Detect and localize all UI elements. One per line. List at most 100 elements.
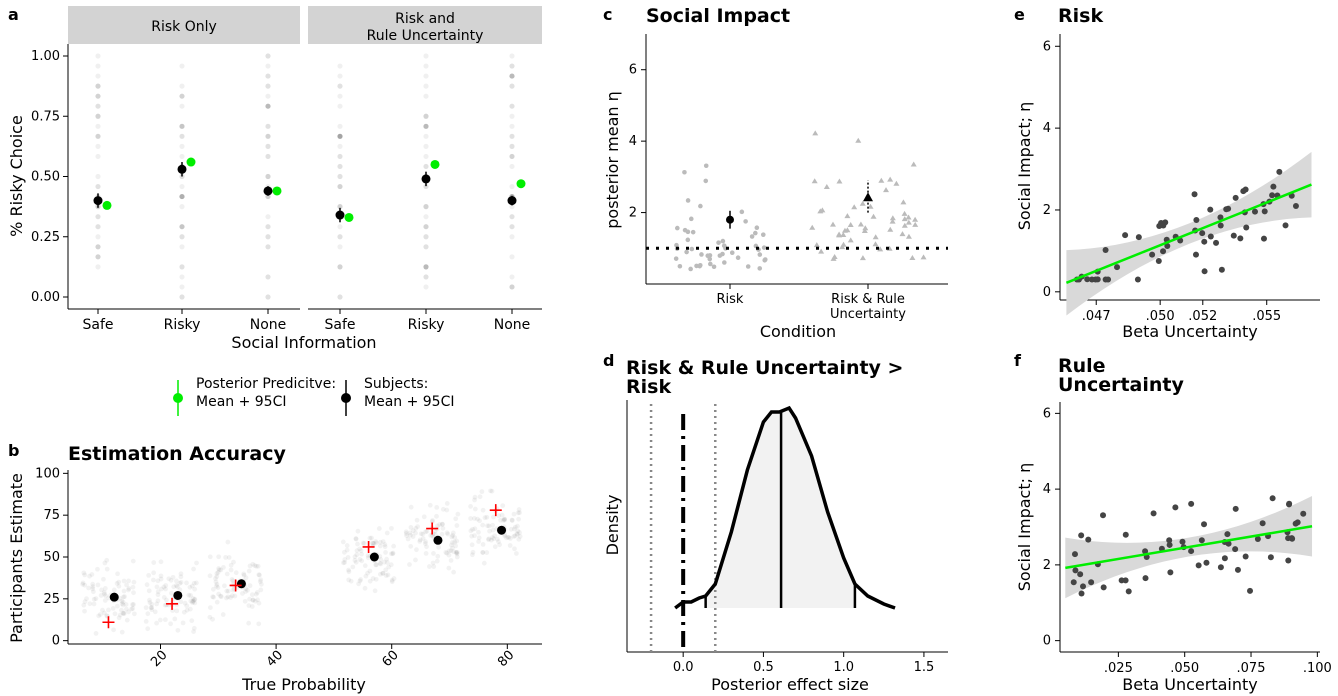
text-line: Risk & Rule [831, 292, 905, 307]
x-tick-label: Safe [324, 317, 355, 333]
y-tick-label: 50 [43, 550, 60, 565]
estimate-dot [369, 540, 375, 546]
marks-d [649, 404, 896, 652]
subject-dot [423, 264, 429, 270]
estimate-dot [121, 611, 127, 616]
estimate-dot [358, 548, 364, 554]
estimate-dot [491, 536, 497, 542]
estimate-dot [389, 525, 394, 531]
estimate-dot [182, 600, 188, 606]
subject-dot [1232, 546, 1239, 553]
estimate-dot [502, 517, 508, 523]
estimate-dot [378, 557, 384, 562]
estimate-dot [490, 527, 496, 533]
estimate-dot [516, 507, 522, 512]
subject-dot [337, 163, 343, 170]
subject-dot [265, 53, 271, 59]
estimate-dot [383, 573, 389, 578]
estimate-dot [353, 536, 359, 542]
estimate-dot [220, 612, 226, 617]
estimate-dot [515, 510, 521, 516]
eta-triangle-rule [872, 241, 879, 247]
estimate-dot [101, 610, 107, 616]
estimate-dot [147, 597, 152, 603]
subject-dot [265, 224, 271, 230]
estimate-dot [151, 560, 157, 565]
eta-dot-risk [673, 256, 679, 261]
estimate-dot [184, 580, 189, 586]
estimate-dot [175, 627, 181, 633]
estimate-dot [115, 571, 120, 577]
estimate-dot [511, 511, 517, 517]
subject-dot [1134, 276, 1141, 283]
estimate-dot [250, 597, 256, 603]
subject-dot [265, 133, 271, 139]
subject-dot [179, 284, 185, 290]
x-ticks-b: 20 40 60 80 [148, 644, 517, 670]
subject-dot [337, 234, 343, 240]
subject-dot [337, 264, 343, 270]
subject-dot [509, 123, 515, 129]
subject-dot [265, 173, 271, 180]
estimate-dot [341, 549, 347, 555]
subject-dot [179, 123, 185, 129]
estimate-dot [381, 559, 387, 565]
eta-dot-risk [705, 253, 711, 259]
estimate-dot [380, 539, 386, 545]
subject-dot [509, 284, 515, 290]
subject-dot [1094, 276, 1101, 283]
x-tick-label: None [250, 317, 287, 333]
subject-dot [509, 183, 515, 190]
estimate-dot [424, 544, 429, 550]
eta-dot-risk [762, 257, 768, 263]
estimate-dot [158, 576, 164, 582]
eta-triangle-rule [909, 254, 916, 260]
subject-dot [1149, 251, 1156, 258]
eta-triangle-rule [905, 214, 912, 220]
subject-dot [337, 204, 343, 210]
estimate-dot [119, 629, 125, 635]
estimate-dot [246, 603, 252, 609]
subject-dot [179, 224, 185, 230]
estimate-dot [252, 563, 258, 568]
subject-dot [423, 113, 429, 119]
estimate-dot [187, 606, 193, 612]
subject-dot [265, 103, 271, 109]
estimate-dot [96, 613, 102, 619]
estimate-dot [453, 516, 459, 522]
estimate-dot [444, 501, 450, 506]
x-tick-label: Risk & Rule Uncertainty [830, 292, 906, 322]
eta-dot-risk [682, 169, 687, 175]
estimate-dot [431, 564, 437, 570]
subject-dot [509, 83, 515, 89]
subject-dot [95, 224, 101, 230]
estimate-dot [98, 593, 104, 598]
eta-triangle-rule [878, 177, 885, 183]
estimate-dot [373, 562, 379, 568]
subject-dot [95, 63, 101, 69]
estimate-dot [360, 540, 366, 546]
estimate-dot [240, 591, 245, 596]
subject-dot [1217, 222, 1224, 229]
estimate-dot [123, 606, 129, 612]
estimate-dot [247, 563, 253, 569]
estimate-dot [177, 587, 183, 593]
subject-dot [179, 83, 185, 89]
subject-dot [179, 274, 185, 280]
subject-dot [1125, 588, 1132, 595]
eta-dot-risk [684, 249, 689, 255]
estimate-dot [228, 562, 234, 568]
estimate-dot [407, 530, 413, 536]
panel-b: b Estimation Accuracy 0 25 50 75 100 20 40 60 8… [7, 441, 542, 694]
estimate-dot [168, 577, 174, 583]
estimate-dot [354, 548, 360, 554]
estimate-dot [255, 597, 260, 603]
panel-letter-d: d [603, 351, 614, 370]
posterior-mean-dot [516, 179, 526, 189]
estimate-dot [430, 518, 435, 523]
title-e: Risk [1058, 5, 1103, 27]
estimate-dot [82, 582, 88, 588]
subject-dot [509, 143, 515, 149]
subject-dot [1072, 567, 1079, 574]
subject-dot [1114, 264, 1121, 271]
